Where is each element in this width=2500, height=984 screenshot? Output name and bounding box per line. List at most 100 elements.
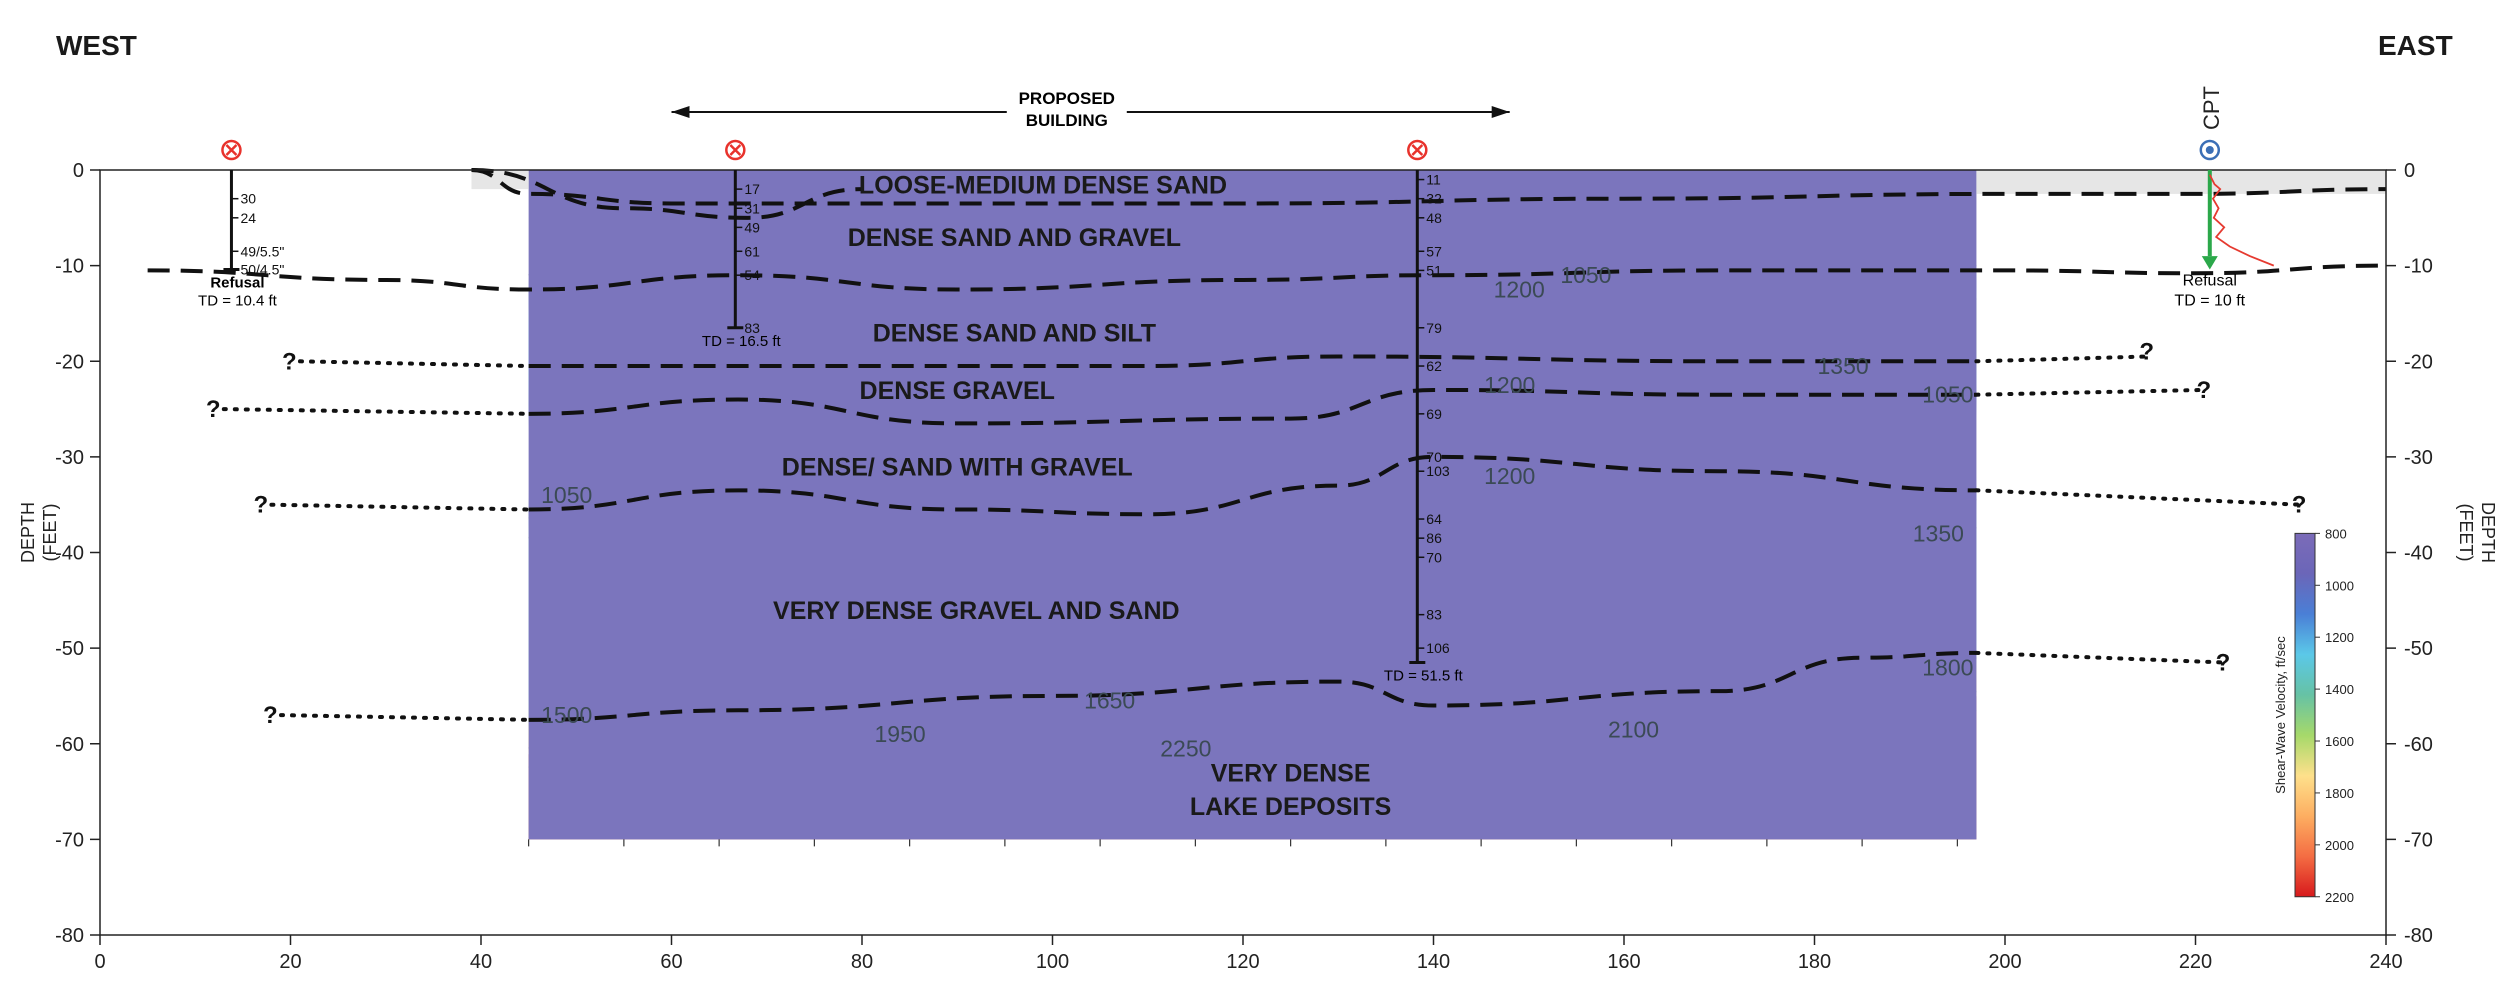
blow-count-label: 57	[1426, 243, 1442, 259]
y-tick-label-left: -70	[55, 829, 84, 851]
contour-label: 2250	[1160, 736, 1211, 762]
contour-label: 1050	[541, 482, 592, 508]
x-tick-label: 180	[1798, 951, 1831, 973]
uncertain-boundary-marker: ?	[2292, 492, 2307, 519]
strata-boundary	[528, 454, 1977, 517]
blow-count-label: 24	[240, 210, 256, 226]
y-tick-label-left: -80	[55, 925, 84, 947]
x-tick-label: 160	[1607, 951, 1640, 973]
y-tick-label-left: -60	[55, 734, 84, 756]
boring-td-label: TD = 16.5 ft	[702, 333, 782, 350]
y-tick-label-left: 0	[73, 160, 84, 182]
y-tick-label-right: -20	[2404, 351, 2433, 373]
boring-marker	[1407, 139, 1428, 161]
colorbar-title: Shear-Wave Velocity, ft/sec	[2273, 636, 2288, 794]
blow-count-label: 17	[744, 181, 760, 197]
contour-label: 1200	[1484, 372, 1535, 398]
y-tick-label-left: -50	[55, 638, 84, 660]
blow-count-label: 54	[744, 267, 760, 283]
uncertain-boundary-marker: ?	[2216, 649, 2231, 676]
colorbar-tick-label: 2000	[2325, 838, 2354, 853]
uncertain-boundary-marker: ?	[263, 702, 278, 729]
inferred-boundary	[1974, 488, 2303, 507]
colorbar-tick-label: 1400	[2325, 682, 2354, 697]
layer-label: DENSE/ SAND WITH GRAVEL	[782, 453, 1133, 481]
uncertain-boundary-marker: ?	[2197, 377, 2212, 404]
contour-label: 1650	[1084, 688, 1135, 714]
x-tick-label: 60	[660, 951, 682, 973]
contour-label: 1350	[1913, 520, 1964, 546]
blow-count-label: 31	[744, 200, 760, 216]
east-label: EAST	[2378, 30, 2453, 61]
y-tick-label-left: -40	[55, 543, 84, 565]
boring-refusal-label: Refusal	[210, 274, 264, 291]
blow-count-label: 79	[1426, 320, 1442, 336]
inferred-boundary	[1974, 650, 2227, 665]
inferred-boundary	[269, 502, 531, 512]
colorbar-tick-label: 1800	[2325, 786, 2354, 801]
layer-label: DENSE GRAVEL	[860, 377, 1055, 405]
boring-symbol-cross	[729, 144, 742, 156]
contour-label: 1950	[875, 721, 926, 747]
blow-count-label: 30	[240, 191, 256, 207]
strata-boundary	[528, 354, 1977, 369]
colorbar	[2294, 532, 2316, 898]
uncertain-boundary-marker: ?	[282, 348, 297, 375]
contour-label: 1050	[1560, 262, 1611, 288]
strata-boundary	[147, 263, 2387, 292]
building-label-line1: PROPOSED	[1019, 89, 1115, 108]
contour-label: 1350	[1817, 353, 1868, 379]
blow-count-label: 32	[1426, 191, 1442, 207]
x-tick-label: 200	[1988, 951, 2021, 973]
x-tick-label: 100	[1036, 951, 1069, 973]
boring-td-label: TD = 10.4 ft	[198, 292, 278, 309]
inferred-boundary	[279, 713, 531, 722]
x-tick-label: 140	[1417, 951, 1450, 973]
y-tick-label-right: 0	[2404, 160, 2415, 182]
cpt-label-group: CPT	[2199, 86, 2224, 130]
x-tick-label: 220	[2179, 951, 2212, 973]
boring-symbol-cross	[225, 144, 238, 156]
y-tick-label-right: -40	[2404, 543, 2433, 565]
y-tick-label-left: -20	[55, 351, 84, 373]
boring-marker	[221, 139, 242, 161]
blow-count-label: 48	[1426, 210, 1442, 226]
contour-label: 1050	[1922, 382, 1973, 408]
blow-count-label: 86	[1426, 530, 1442, 546]
boring-td-label: TD = 51.5 ft	[1384, 667, 1464, 684]
blow-count-label: 106	[1426, 640, 1450, 656]
blow-count-label: 11	[1426, 172, 1441, 188]
cpt-td-label: TD = 10 ft	[2174, 293, 2245, 310]
blow-count-label: 51	[1426, 262, 1442, 278]
strata-boundary	[528, 387, 1977, 426]
blow-count-label: 62	[1426, 358, 1442, 374]
blow-count-label: 70	[1426, 449, 1442, 465]
blow-count-label: 50/4.5"	[240, 261, 284, 277]
y-tick-label-right: -70	[2404, 829, 2433, 851]
contour-label: 2100	[1608, 716, 1659, 742]
cpt-refusal-label: Refusal	[2183, 273, 2237, 290]
y-axis-title-line1: DEPTH	[2478, 502, 2498, 563]
y-tick-label-right: -30	[2404, 447, 2433, 469]
layer-label: LAKE DEPOSITS	[1190, 793, 1391, 821]
cpt-tip-resistance-trace	[2208, 174, 2275, 267]
x-tick-label: 0	[94, 951, 105, 973]
boring-marker	[725, 139, 746, 161]
y-tick-label-right: -80	[2404, 925, 2433, 947]
x-tick-label: 40	[470, 951, 492, 973]
blow-count-label: 69	[1426, 406, 1442, 422]
strata-boundary-shallow	[471, 168, 863, 220]
west-label: WEST	[56, 30, 137, 61]
y-tick-label-right: -50	[2404, 638, 2433, 660]
x-tick-label: 240	[2369, 951, 2402, 973]
y-axis-title-line2: (FEET)	[40, 504, 60, 562]
contour-label: 1800	[1922, 654, 1973, 680]
inferred-boundary	[1974, 387, 2207, 397]
y-axis-title-line1: DEPTH	[18, 502, 38, 563]
inferred-boundary	[1974, 354, 2150, 364]
y-tick-label-left: -30	[55, 447, 84, 469]
colorbar-title-group: Shear-Wave Velocity, ft/sec	[2273, 636, 2288, 794]
blow-count-label: 83	[1426, 607, 1442, 623]
